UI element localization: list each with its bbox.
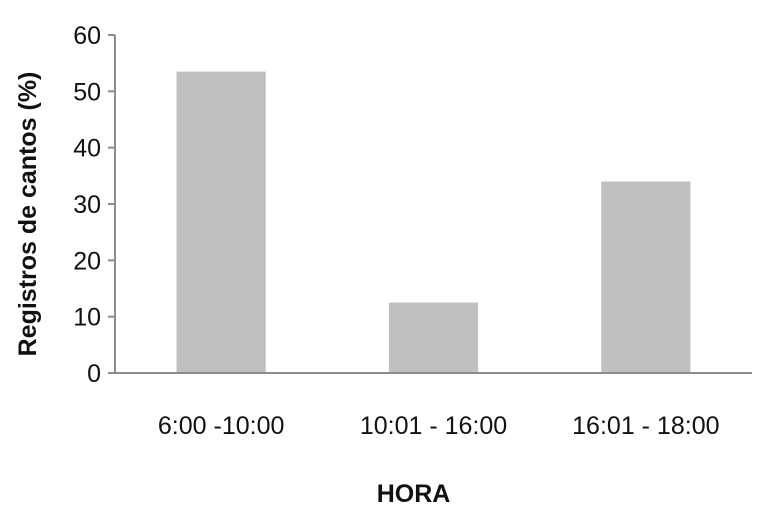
bar — [601, 181, 691, 373]
x-ticks: 6:00 -10:00 10:01 - 16:00 16:01 - 18:00 — [158, 412, 720, 440]
bar — [176, 71, 266, 373]
y-tick-label: 10 — [73, 304, 101, 332]
y-axis-title: Registros de cantos (%) — [14, 72, 42, 357]
x-axis-title: HORA — [377, 480, 451, 508]
x-tick-label: 6:00 -10:00 — [158, 412, 285, 440]
x-tick-label: 10:01 - 16:00 — [360, 412, 507, 440]
bar — [388, 302, 479, 373]
y-tick-label: 30 — [73, 191, 101, 219]
y-tick-label: 40 — [73, 135, 101, 163]
y-tick-label: 20 — [73, 247, 101, 275]
y-tick-label: 60 — [73, 22, 101, 50]
x-tick-label: 16:01 - 18:00 — [572, 412, 719, 440]
y-tick-label: 50 — [73, 78, 101, 106]
y-tick-label: 0 — [87, 360, 101, 388]
bars-layer — [176, 71, 691, 373]
y-ticks: 0 10 20 30 40 50 60 — [73, 22, 115, 388]
